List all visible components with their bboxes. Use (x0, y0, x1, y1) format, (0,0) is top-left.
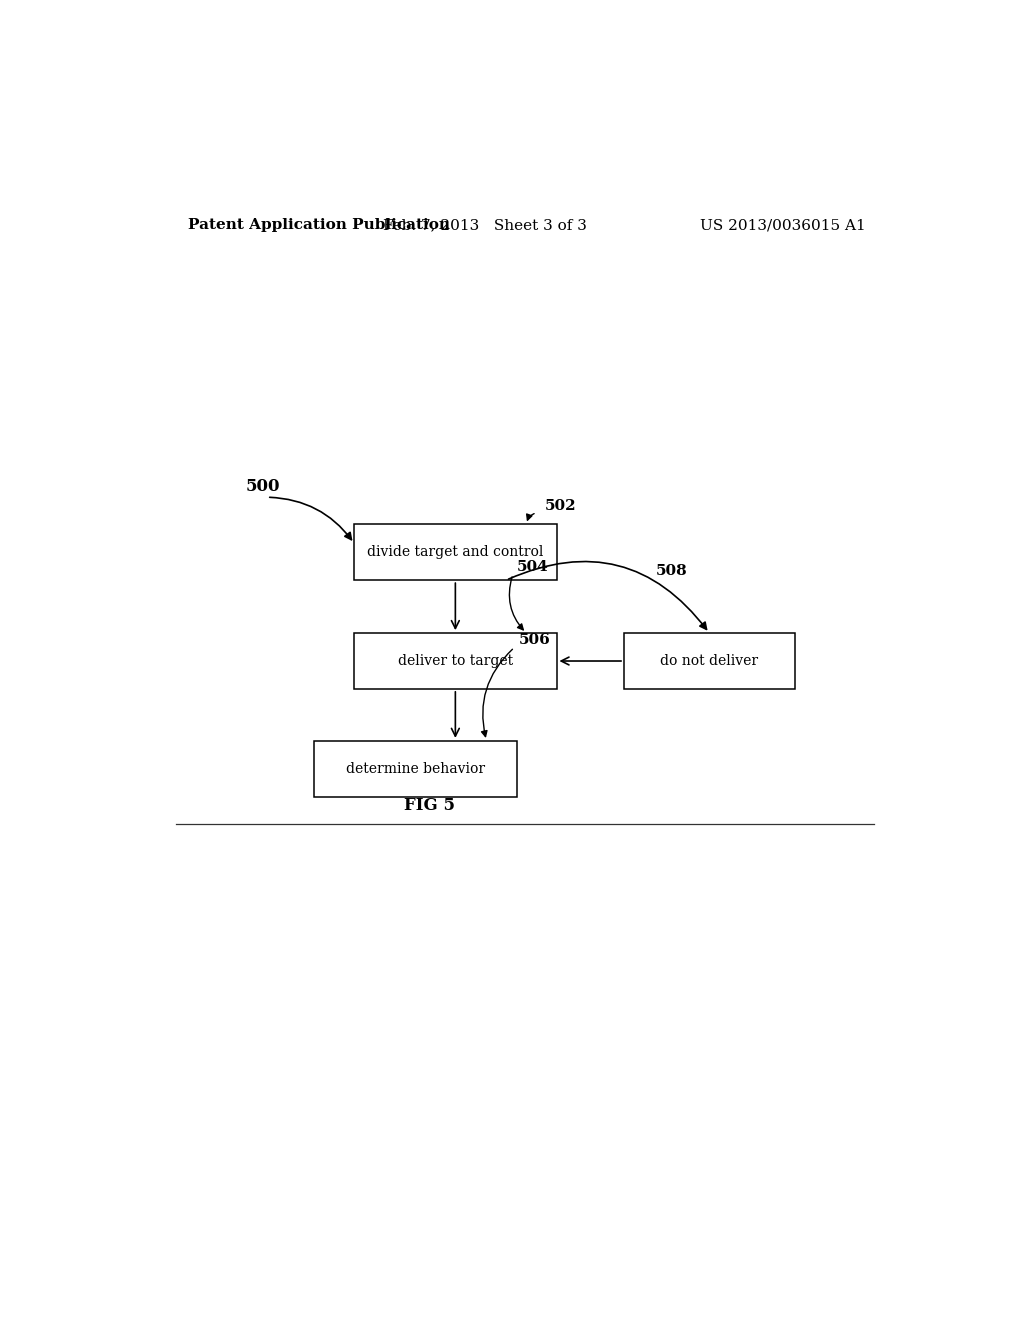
Text: deliver to target: deliver to target (397, 653, 513, 668)
Text: 506: 506 (518, 634, 550, 647)
Text: do not deliver: do not deliver (660, 653, 759, 668)
FancyArrowPatch shape (481, 649, 512, 737)
Text: FIG 5: FIG 5 (404, 797, 455, 813)
FancyBboxPatch shape (314, 741, 517, 797)
FancyBboxPatch shape (354, 634, 557, 689)
Text: 500: 500 (246, 478, 280, 495)
FancyArrowPatch shape (509, 561, 707, 630)
Text: Patent Application Publication: Patent Application Publication (187, 218, 450, 232)
Text: US 2013/0036015 A1: US 2013/0036015 A1 (700, 218, 866, 232)
FancyBboxPatch shape (624, 634, 795, 689)
Text: determine behavior: determine behavior (346, 762, 485, 776)
FancyBboxPatch shape (354, 524, 557, 581)
Text: divide target and control: divide target and control (368, 545, 544, 560)
FancyArrowPatch shape (509, 577, 523, 630)
Text: 508: 508 (655, 564, 687, 578)
Text: 504: 504 (517, 560, 549, 574)
Text: 502: 502 (545, 499, 577, 512)
FancyArrowPatch shape (269, 498, 351, 540)
FancyArrowPatch shape (526, 513, 535, 520)
Text: Feb. 7, 2013   Sheet 3 of 3: Feb. 7, 2013 Sheet 3 of 3 (383, 218, 587, 232)
